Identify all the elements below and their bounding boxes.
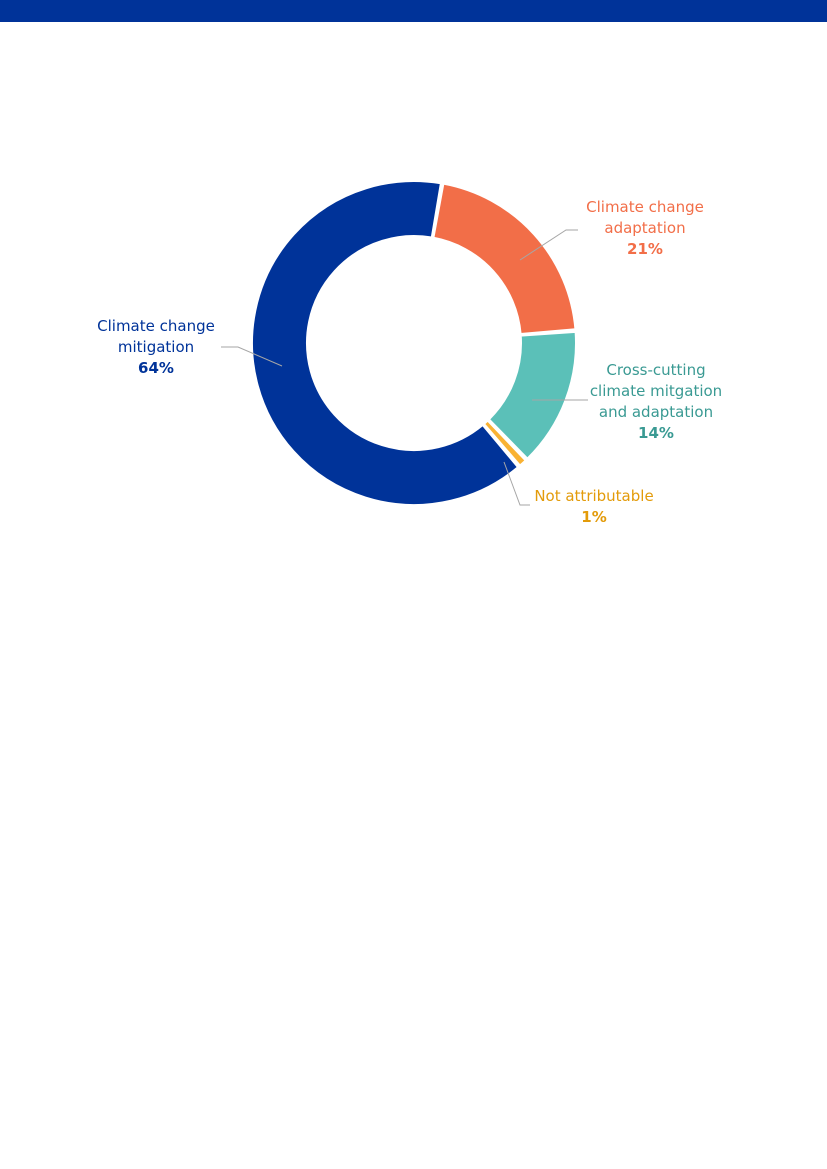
slice-value-label-3: 64% <box>138 359 174 377</box>
slice-label-1-line-2: and adaptation <box>599 403 713 421</box>
slice-label-0-line-0: Climate change <box>586 198 704 216</box>
slice-label-3-line-1: mitigation <box>118 338 194 356</box>
slice-label-3-line-0: Climate change <box>97 317 215 335</box>
leader-line-0 <box>519 229 578 261</box>
slice-label-1-line-0: Cross-cutting <box>606 361 705 379</box>
donut-slice-1 <box>487 330 577 461</box>
leader-line-3 <box>221 346 283 367</box>
donut-slice-0 <box>432 182 577 336</box>
donut-slice-3 <box>251 180 520 506</box>
slice-label-0-line-1: adaptation <box>604 219 685 237</box>
leader-line-2 <box>503 461 530 506</box>
slice-label-1-line-1: climate mitgation <box>590 382 722 400</box>
top-banner <box>0 0 827 22</box>
slice-value-label-2: 1% <box>581 508 606 526</box>
slice-value-label-0: 21% <box>627 240 663 258</box>
slice-value-label-1: 14% <box>638 424 674 442</box>
donut-slice-2 <box>482 419 528 467</box>
slice-label-2-line-0: Not attributable <box>534 487 653 505</box>
